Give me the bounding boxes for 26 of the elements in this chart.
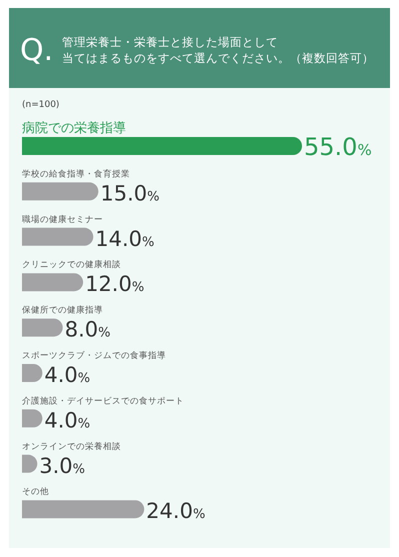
y-tick-label: その他: [22, 486, 49, 498]
y-tick-label: クリニックでの健康相談: [22, 259, 121, 270]
data-label: 3.0%: [39, 454, 86, 478]
bar: [22, 318, 63, 337]
data-label: 12.0%: [85, 272, 144, 296]
data-label: 8.0%: [64, 318, 110, 342]
bar: [22, 182, 98, 200]
y-tick-label: 学校の給食指導・食育授業: [22, 168, 130, 180]
y-tick-label: オンラインでの栄養相談: [22, 440, 121, 452]
data-label: 24.0%: [146, 499, 206, 524]
bar: [22, 137, 302, 155]
data-label: 4.0%: [44, 363, 90, 387]
data-label: 15.0%: [100, 181, 160, 206]
bar: [22, 273, 84, 292]
bar: [22, 500, 144, 518]
chart-title: Q. 管理栄養士・栄養士と接した場面として当てはまるものをすべて選んでください。（複数回答可）: [20, 33, 374, 68]
annotation: (n=100): [22, 100, 60, 110]
y-tick-label: スポーツクラブ・ジムでの食事指導: [22, 350, 166, 361]
bar: [22, 228, 94, 246]
data-label: 4.0%: [44, 408, 90, 432]
y-tick-label: 介護施設・デイサービスでの食サポート: [22, 395, 184, 406]
y-tick-label: 保健所での健康指導: [22, 304, 103, 316]
data-label: 14.0%: [95, 226, 154, 251]
data-label: 55.0%: [304, 133, 372, 161]
y-tick-label: 職場の健康セミナー: [22, 214, 103, 225]
y-tick-label: 病院での栄養指導: [22, 121, 126, 136]
